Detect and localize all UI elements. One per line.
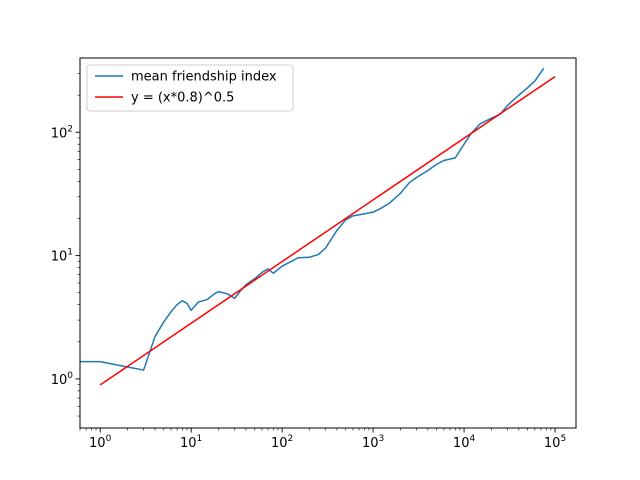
x-tick-label: 101	[180, 434, 202, 451]
y-tick-label-base: 10	[51, 126, 68, 141]
x-tick-label-base: 10	[544, 436, 561, 451]
series-layer	[80, 67, 556, 386]
x-tick-label-exponent: 2	[288, 434, 294, 444]
x-tick-label-exponent: 0	[106, 434, 112, 444]
series-line-1	[99, 75, 556, 386]
y-tick-label: 102	[51, 124, 73, 141]
x-tick-label-exponent: 5	[560, 434, 566, 444]
legend-label-mean-friendship-index: mean friendship index	[131, 70, 277, 85]
x-tick-label: 100	[89, 434, 112, 451]
y-tick-label-base: 10	[51, 250, 68, 265]
y-tick-label-base: 10	[51, 373, 68, 388]
plot-frame	[79, 57, 577, 429]
x-tick-label-base: 10	[89, 436, 106, 451]
x-tick-label-exponent: 1	[197, 434, 203, 444]
x-tick-label-base: 10	[453, 436, 470, 451]
x-tick-label-base: 10	[271, 436, 288, 451]
y-tick-label-exponent: 1	[67, 248, 73, 258]
x-tick-label-exponent: 3	[379, 434, 385, 444]
x-tick-label: 104	[453, 434, 476, 451]
y-tick-label-exponent: 2	[67, 124, 73, 134]
y-tick-label: 101	[51, 248, 73, 265]
x-tick-label-exponent: 4	[469, 434, 475, 444]
series-line-0	[80, 67, 545, 371]
x-tick-label-base: 10	[180, 436, 197, 451]
legend-box	[86, 64, 294, 112]
x-tick-label-base: 10	[362, 436, 379, 451]
legend: mean friendship index y = (x*0.8)^0.5	[86, 64, 294, 112]
y-tick-label: 100	[51, 371, 74, 388]
x-tick-label: 102	[271, 434, 293, 451]
x-tick-label: 105	[544, 434, 566, 451]
x-tick-label: 103	[362, 434, 384, 451]
y-tick-label-exponent: 0	[67, 371, 73, 381]
legend-label-fit: y = (x*0.8)^0.5	[131, 91, 234, 106]
